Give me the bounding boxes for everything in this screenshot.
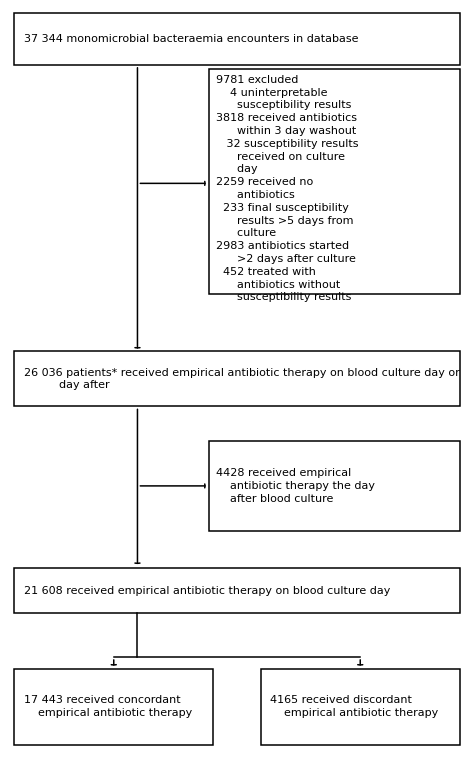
FancyBboxPatch shape [14,13,460,65]
FancyBboxPatch shape [14,668,213,745]
FancyBboxPatch shape [209,69,460,294]
FancyBboxPatch shape [261,668,460,745]
Text: 21 608 received empirical antibiotic therapy on blood culture day: 21 608 received empirical antibiotic the… [24,585,390,596]
FancyBboxPatch shape [14,351,460,406]
Text: 26 036 patients* received empirical antibiotic therapy on blood culture day or
 : 26 036 patients* received empirical anti… [24,367,459,390]
Text: 37 344 monomicrobial bacteraemia encounters in database: 37 344 monomicrobial bacteraemia encount… [24,34,358,44]
Text: 9781 excluded
    4 uninterpretable
      susceptibility results
3818 received a: 9781 excluded 4 uninterpretable suscepti… [216,75,358,303]
Text: 4428 received empirical
    antibiotic therapy the day
    after blood culture: 4428 received empirical antibiotic thera… [216,468,374,503]
FancyBboxPatch shape [209,441,460,531]
Text: 4165 received discordant
    empirical antibiotic therapy: 4165 received discordant empirical antib… [270,695,438,718]
Text: 17 443 received concordant
    empirical antibiotic therapy: 17 443 received concordant empirical ant… [24,695,192,718]
FancyBboxPatch shape [14,568,460,613]
